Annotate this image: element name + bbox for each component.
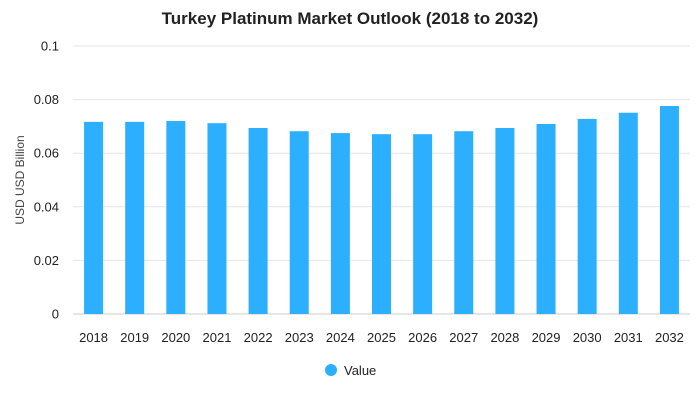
x-tick-label: 2019 — [120, 330, 149, 345]
bar-2028[interactable] — [495, 128, 515, 314]
y-tick-label: 0.1 — [41, 39, 59, 54]
legend-marker-icon — [325, 364, 337, 376]
y-tick-label: 0.04 — [34, 199, 59, 214]
x-tick-label: 2021 — [203, 330, 232, 345]
bar-2030[interactable] — [577, 118, 597, 315]
bar-2027[interactable] — [454, 131, 474, 314]
x-tick-label: 2024 — [326, 330, 355, 345]
bar-2032[interactable] — [659, 106, 679, 314]
bar-2022[interactable] — [248, 128, 268, 314]
y-tick-label: 0 — [52, 307, 59, 322]
chart-title: Turkey Platinum Market Outlook (2018 to … — [162, 9, 539, 28]
x-tick-label: 2018 — [79, 330, 108, 345]
x-tick-label: 2020 — [161, 330, 190, 345]
x-axis-ticks: 2018 2019 2020 2021 2022 2023 2024 2025 2026 2027… — [79, 330, 684, 345]
bar-2024[interactable] — [330, 133, 350, 314]
y-tick-label: 0.02 — [34, 253, 59, 268]
x-tick-label: 2022 — [244, 330, 273, 345]
bar-2023[interactable] — [289, 131, 309, 314]
bar-2019[interactable] — [125, 121, 145, 315]
x-tick-label: 2030 — [573, 330, 602, 345]
y-axis-ticks: 0 0.02 0.04 0.06 0.08 0.1 — [34, 39, 59, 322]
legend[interactable]: Value — [325, 363, 376, 378]
bar-2026[interactable] — [413, 134, 433, 314]
y-tick-label: 0.06 — [34, 146, 59, 161]
x-tick-label: 2027 — [449, 330, 478, 345]
bar-2021[interactable] — [207, 123, 227, 315]
y-tick-label: 0.08 — [34, 92, 59, 107]
bars — [84, 106, 679, 315]
x-tick-label: 2025 — [367, 330, 396, 345]
x-tick-label: 2028 — [490, 330, 519, 345]
bar-2020[interactable] — [166, 121, 186, 314]
x-tick-label: 2032 — [655, 330, 684, 345]
legend-label-value: Value — [344, 363, 376, 378]
x-tick-label: 2029 — [532, 330, 561, 345]
x-tick-label: 2026 — [408, 330, 437, 345]
y-axis-label: USD USD Billion — [13, 135, 27, 224]
bar-2029[interactable] — [536, 123, 556, 314]
bar-2031[interactable] — [618, 112, 638, 315]
bar-2018[interactable] — [84, 121, 104, 315]
x-tick-label: 2023 — [285, 330, 314, 345]
bar-2025[interactable] — [372, 134, 391, 314]
x-tick-label: 2031 — [614, 330, 643, 345]
